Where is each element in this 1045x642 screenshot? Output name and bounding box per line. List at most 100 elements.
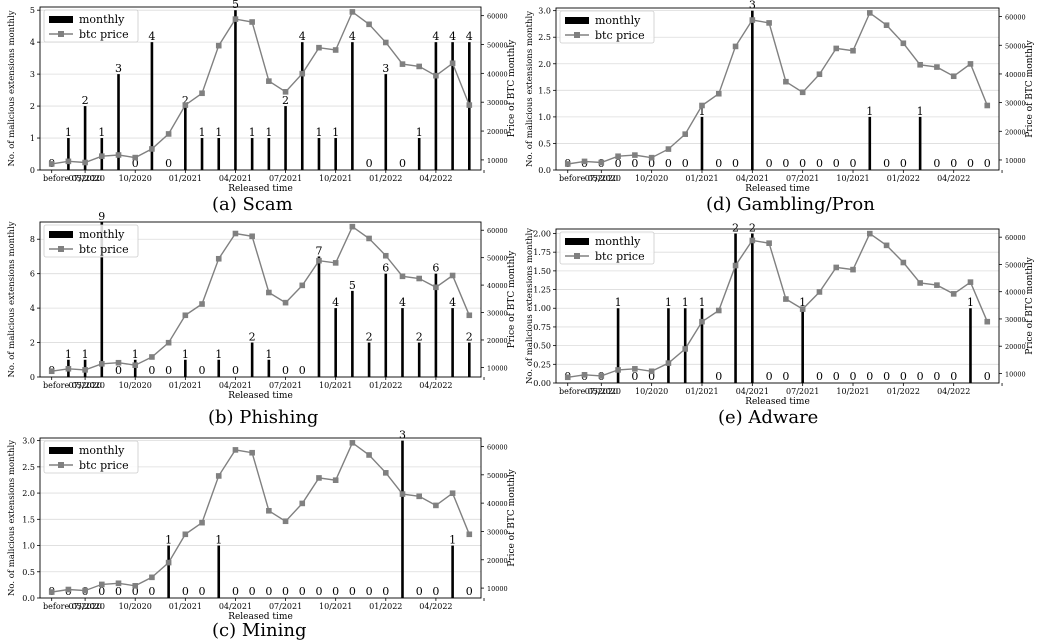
bar-value-label: 0	[648, 157, 655, 170]
legend-line-marker	[58, 462, 64, 468]
y-tick-label: 2.00	[533, 229, 551, 238]
bar-value-label: 0	[282, 364, 289, 377]
btc-price-point	[564, 161, 571, 167]
bar-11/2020	[667, 308, 670, 383]
x-tick-label: 10/2021	[319, 602, 352, 611]
bar-value-label: 4	[432, 30, 439, 43]
btc-price-point	[799, 306, 806, 312]
bar-04/2021	[751, 233, 754, 383]
y-tick-label: 0.50	[533, 342, 551, 351]
bar-value-label: 0	[615, 157, 622, 170]
x-tick-label: 07/2021	[786, 387, 819, 396]
btc-price-point	[665, 146, 672, 152]
y-tick-label: 6	[30, 270, 35, 279]
bar-value-label: 6	[432, 262, 439, 275]
y-tick-label: 2.0	[22, 489, 35, 498]
btc-price-point	[399, 491, 406, 497]
x-tick-label: 10/2020	[635, 174, 668, 183]
btc-price-point	[866, 10, 873, 16]
bar-value-label: 0	[132, 585, 139, 598]
x-tick-label: 01/2022	[369, 174, 402, 183]
x-tick-label: 07/2020	[68, 174, 101, 183]
x-tick-label: 01/2021	[169, 174, 202, 183]
btc-price-point	[65, 586, 72, 593]
btc-price-point	[648, 368, 655, 375]
btc-price-point	[48, 589, 55, 595]
bar-value-label: 1	[249, 126, 256, 139]
btc-price-point	[199, 90, 205, 97]
bar-12/2020	[683, 308, 687, 383]
btc-price-point	[332, 477, 339, 483]
x-tick-label: 10/2020	[119, 602, 152, 611]
btc-price-point	[632, 366, 638, 372]
y2-tick-label: 50000	[1005, 261, 1026, 269]
bar-08/2021	[300, 42, 304, 171]
bar-value-label: 1	[332, 126, 339, 139]
y2-tick-label: 40000	[487, 70, 508, 78]
btc-price-point	[382, 252, 389, 259]
btc-price-point	[466, 102, 473, 108]
legend-bar-swatch	[565, 238, 589, 245]
y2-tick-label: 30000	[1005, 316, 1026, 324]
btc-price-point	[967, 279, 974, 285]
legend-bar-label: monthly	[595, 14, 641, 27]
bar-value-label: 1	[182, 348, 189, 361]
chart-panel-mining: 000000010010000000000300100.00.51.01.52.…	[0, 428, 520, 642]
bar-value-label: 6	[382, 262, 389, 275]
bar-value-label: 5	[232, 0, 239, 11]
bar-value-label: 0	[715, 370, 722, 383]
bar-value-label: 0	[199, 364, 206, 377]
bar-value-label: 0	[933, 370, 940, 383]
y2-tick-label: 50000	[487, 42, 508, 50]
btc-price-point	[349, 223, 356, 230]
bar-05/2020	[67, 138, 70, 170]
btc-price-point	[65, 158, 72, 165]
x-tick-label: 10/2020	[635, 387, 668, 396]
caption-mining: (c) Mining	[212, 620, 307, 641]
bar-value-label: 0	[883, 157, 890, 170]
btc-price-point	[950, 291, 957, 297]
bar-01/2021	[184, 359, 187, 377]
bar-08/2020	[100, 222, 104, 377]
btc-price-point	[715, 307, 722, 314]
y-tick-label: 0.00	[533, 379, 551, 388]
btc-price-point	[382, 39, 389, 46]
btc-price-point	[232, 230, 239, 237]
legend-bar-swatch	[49, 447, 73, 454]
btc-price-point	[766, 240, 772, 246]
bar-value-label: 2	[249, 331, 256, 344]
bar-03/2022	[417, 138, 421, 170]
chart-panel-scam: 0121304021151124114030144401234510000200…	[0, 0, 520, 215]
bar-value-label: 1	[665, 296, 672, 309]
y2-tick-label: 60000	[487, 443, 508, 451]
x-tick-label: 01/2022	[369, 602, 402, 611]
btc-price-point	[249, 449, 255, 456]
bar-value-label: 3	[115, 62, 122, 75]
btc-price-point	[115, 359, 122, 366]
x-tick-label: 04/2021	[219, 602, 252, 611]
btc-price-point	[182, 531, 189, 538]
bar-value-label: 0	[199, 585, 206, 598]
bar-11/2021	[351, 42, 354, 171]
bar-value-label: 0	[883, 370, 890, 383]
bar-value-label: 0	[148, 364, 155, 377]
bar-10/2021	[334, 308, 337, 377]
btc-price-point	[581, 372, 588, 378]
bar-value-label: 0	[782, 370, 789, 383]
legend-bar-swatch	[49, 16, 73, 23]
y-tick-label: 1	[30, 134, 35, 143]
btc-price-point	[749, 17, 756, 23]
bar-value-label: 0	[366, 585, 373, 598]
bar-03/2021	[217, 359, 221, 377]
x-tick-label: 04/2022	[419, 174, 452, 183]
bar-value-label: 4	[332, 296, 339, 309]
bar-value-label: 0	[399, 157, 406, 170]
btc-price-point	[900, 259, 907, 266]
btc-price-line	[567, 11, 988, 165]
bar-value-label: 1	[315, 126, 322, 139]
bar-value-label: 1	[615, 296, 622, 309]
bar-value-label: 4	[466, 30, 473, 43]
btc-price-point	[332, 260, 339, 266]
y-tick-label: 0.5	[538, 139, 551, 148]
y2-tick-label: 60000	[1005, 14, 1026, 22]
